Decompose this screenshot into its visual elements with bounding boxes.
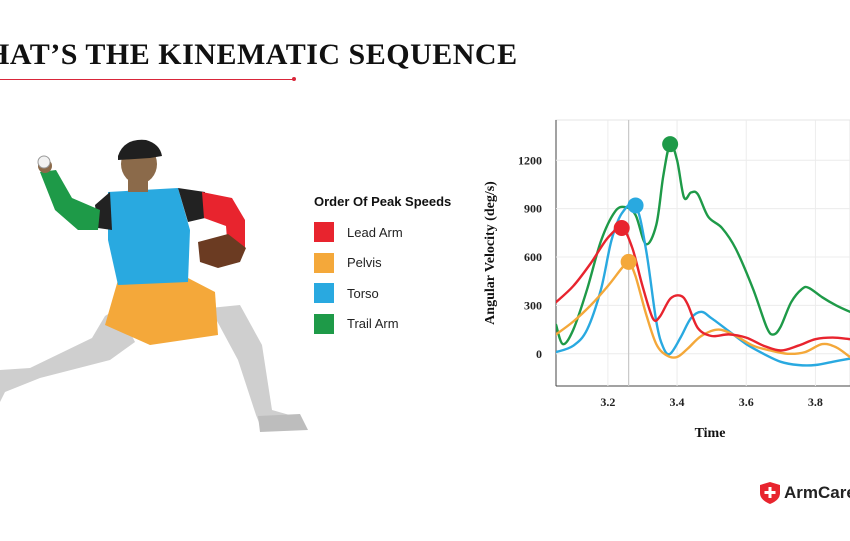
y-tick-label: 0 [536, 347, 542, 361]
pitcher-back-leg [210, 305, 306, 430]
peak-marker-lead-arm [613, 220, 630, 237]
pitcher-illustration [0, 139, 308, 432]
peak-marker-trail-arm [662, 136, 679, 153]
page-title: HAT’S THE KINEMATIC SEQUENCE [0, 38, 518, 71]
y-tick-label: 300 [524, 298, 542, 312]
chart-peaks [613, 136, 679, 270]
legend-title: Order Of Peak Speeds [314, 194, 452, 209]
legend-swatch-pelvis [314, 252, 334, 273]
pitcher-front-leg [0, 308, 135, 402]
chart-ticks: 0 300 600 900 1200 3.2 3.4 3.6 3.8 [518, 153, 823, 409]
x-tick-label: 3.2 [600, 395, 615, 409]
pitcher-back-shoe [258, 414, 308, 432]
x-tick-label: 3.6 [739, 395, 754, 409]
legend-label: Lead Arm [347, 224, 403, 240]
logo-text: ArmCare [784, 483, 850, 502]
legend-label: Torso [347, 285, 379, 301]
pitcher-torso [108, 188, 190, 285]
legend-item-lead-arm: Lead Arm [314, 222, 454, 242]
cross-shield-icon [760, 482, 780, 504]
series-line-pelvis [556, 260, 850, 359]
y-tick-label: 900 [524, 202, 542, 216]
peak-marker-pelvis [620, 253, 637, 270]
x-tick-label: 3.4 [670, 395, 685, 409]
title-underline-dot [292, 77, 296, 81]
series-line-trail-arm [556, 142, 850, 346]
peak-speeds-legend: Order Of Peak Speeds Lead Arm Pelvis Tor… [314, 194, 454, 344]
peak-marker-torso [627, 197, 644, 214]
x-tick-label: 3.8 [808, 395, 823, 409]
y-axis-label: Angular Velocity (deg/s) [483, 181, 498, 325]
legend-label: Trail Arm [347, 316, 399, 331]
legend-swatch-torso [314, 283, 334, 303]
x-axis-label: Time [695, 426, 726, 441]
y-tick-label: 600 [524, 250, 542, 264]
legend-item-torso: Torso [314, 283, 454, 303]
legend-item-pelvis: Pelvis [314, 252, 454, 273]
legend-label: Pelvis [347, 255, 382, 270]
pitcher-left-sleeve [95, 192, 112, 230]
angular-velocity-chart: 0 300 600 900 1200 3.2 3.4 3.6 3.8 Time Angular … [483, 119, 850, 441]
chart-series [556, 142, 850, 367]
chart-grid [555, 119, 850, 387]
pitcher-cap [118, 139, 162, 160]
pitcher-lead-arm [202, 192, 245, 252]
pitcher-glove [198, 234, 246, 268]
pitcher-pelvis [105, 278, 218, 345]
pitcher-right-sleeve [178, 188, 205, 222]
legend-item-trail-arm: Trail Arm [314, 313, 454, 334]
legend-swatch-trail-arm [314, 313, 334, 334]
series-line-torso [556, 202, 850, 367]
title-underline [0, 79, 294, 80]
y-tick-label: 1200 [518, 153, 542, 167]
armcare-logo: ArmCare [760, 482, 850, 504]
legend-swatch-lead-arm [314, 222, 334, 242]
baseball [37, 155, 51, 169]
pitcher-trail-arm [40, 170, 100, 230]
